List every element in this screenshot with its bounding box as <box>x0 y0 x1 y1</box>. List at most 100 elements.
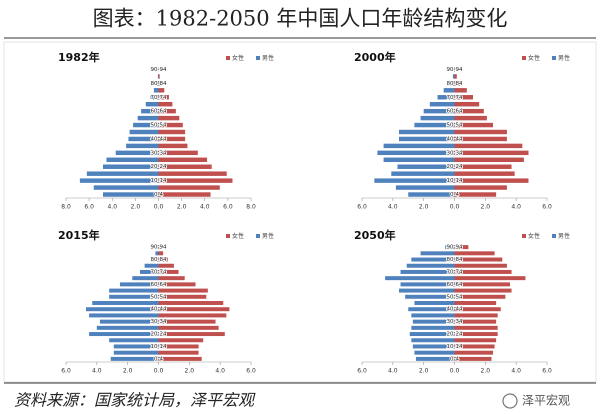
bar <box>400 282 455 287</box>
bar <box>158 325 219 330</box>
category-label: 90-94 <box>447 245 463 251</box>
category-label: 60-64 <box>151 109 167 115</box>
category-label: 0-4 <box>450 356 459 362</box>
legend-swatch <box>256 56 260 60</box>
bar <box>96 325 159 330</box>
bar <box>158 276 185 281</box>
bar <box>454 269 512 274</box>
bar <box>158 257 168 262</box>
bar <box>406 263 455 268</box>
category-label: 10-14 <box>151 178 167 184</box>
bar <box>454 301 497 305</box>
bar <box>89 313 159 318</box>
category-label: 30-34 <box>447 150 463 156</box>
bar <box>454 263 507 268</box>
category-label: 90-94 <box>151 67 167 73</box>
bar <box>157 245 159 250</box>
x-tick-label: 2.0 <box>419 204 429 211</box>
bar <box>103 164 159 169</box>
category-label: 20-24 <box>151 164 167 170</box>
bar <box>157 74 159 79</box>
bar <box>141 108 159 114</box>
bar <box>126 143 159 149</box>
bar <box>454 319 497 324</box>
bar <box>399 288 455 293</box>
x-tick-label: 0.0 <box>154 204 164 211</box>
bar <box>454 338 497 343</box>
category-label: 20-24 <box>151 332 167 338</box>
bar <box>158 301 224 305</box>
legend-label: 男性 <box>558 54 570 62</box>
bar <box>144 263 159 268</box>
bar <box>377 150 455 156</box>
bar <box>414 350 455 355</box>
bar <box>454 101 480 107</box>
bar <box>158 269 179 274</box>
bar <box>415 356 455 361</box>
category-label: 60-64 <box>447 109 463 115</box>
chart-title: 2000年 <box>354 50 396 64</box>
bar <box>109 338 159 343</box>
category-label: 70-74 <box>447 95 463 101</box>
category-label: 30-34 <box>151 319 167 325</box>
bar <box>454 288 512 293</box>
bar <box>158 129 186 135</box>
bar <box>79 178 159 183</box>
bar <box>155 251 159 256</box>
watermark: 泽平宏观 <box>522 393 570 408</box>
bar <box>411 338 455 343</box>
bar <box>391 171 455 176</box>
category-label: 70-74 <box>151 95 167 101</box>
bar <box>158 178 233 183</box>
bar <box>414 301 455 305</box>
x-tick-label: 2.0 <box>481 368 491 375</box>
bar <box>158 122 183 128</box>
category-label: 30-34 <box>447 319 463 325</box>
x-tick-label: 6.0 <box>61 368 71 375</box>
bar <box>158 185 220 190</box>
x-tick-label: 6.0 <box>357 368 367 375</box>
x-tick-label: 4.0 <box>511 368 521 375</box>
bar <box>92 301 159 305</box>
bar <box>158 150 198 156</box>
bar <box>411 313 455 318</box>
bar <box>449 81 455 86</box>
x-tick-label: 6.0 <box>84 204 94 211</box>
chart-title: 1982年 <box>58 50 100 64</box>
bar <box>158 136 186 142</box>
legend-swatch <box>226 234 230 238</box>
legend-label: 女性 <box>528 54 540 62</box>
legend-swatch <box>226 56 230 60</box>
bar <box>399 136 455 142</box>
bar <box>145 101 159 107</box>
x-tick-label: 6.0 <box>246 368 256 375</box>
bar <box>454 150 529 156</box>
bar <box>454 157 524 163</box>
bar <box>158 319 216 324</box>
legend-label: 女性 <box>232 54 244 62</box>
bar <box>454 251 495 256</box>
bar <box>454 108 484 114</box>
bar <box>452 74 455 79</box>
bar <box>158 81 162 86</box>
category-label: 50-54 <box>151 123 167 129</box>
page-title: 图表：1982-2050 年中国人口年龄结构变化 <box>93 7 508 31</box>
legend-swatch <box>552 234 556 238</box>
bar <box>454 282 510 287</box>
x-tick-label: 6.0 <box>223 204 233 211</box>
category-label: 50-54 <box>151 294 167 300</box>
category-label: 70-74 <box>447 269 463 275</box>
bar <box>399 129 455 135</box>
bar <box>156 81 159 86</box>
chart-title: 2050年 <box>354 228 396 242</box>
bar <box>150 95 159 100</box>
legend-label: 男性 <box>262 232 274 240</box>
bar <box>445 245 455 250</box>
bar <box>158 164 212 169</box>
x-tick-label: 6.0 <box>542 204 552 211</box>
x-tick-label: 0.0 <box>154 368 164 375</box>
category-label: 0-4 <box>450 192 459 198</box>
category-label: 40-44 <box>447 307 463 313</box>
x-tick-label: 2.0 <box>185 368 195 375</box>
